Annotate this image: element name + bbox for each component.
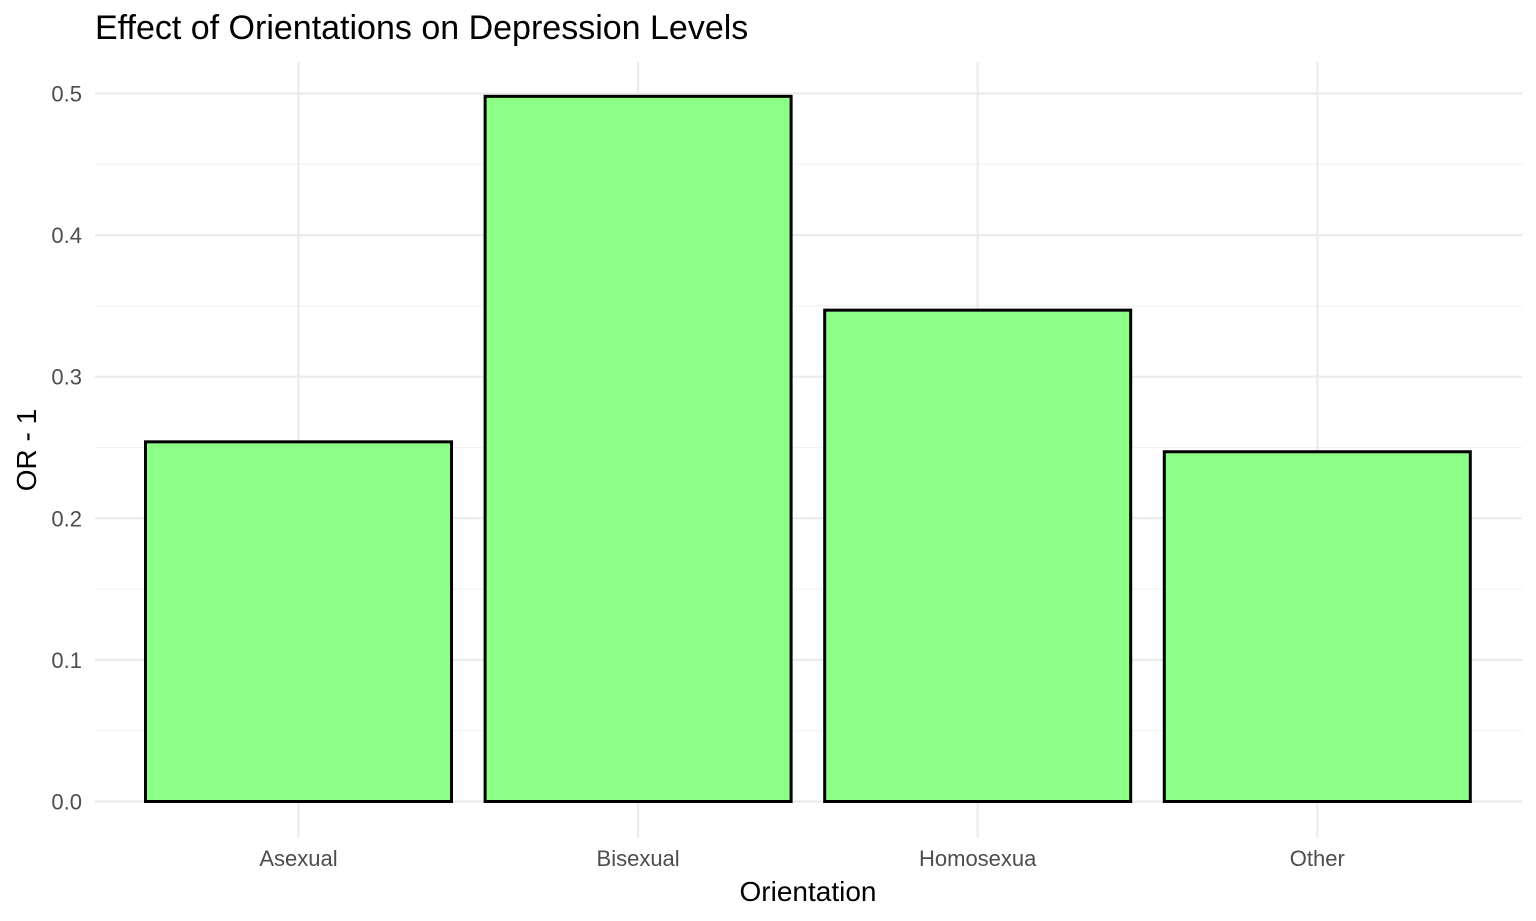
y-tick-label: 0.2 bbox=[51, 506, 82, 531]
y-axis-title: OR - 1 bbox=[11, 409, 42, 491]
y-tick-label: 0.3 bbox=[51, 365, 82, 390]
y-tick-label: 0.5 bbox=[51, 82, 82, 107]
chart-title: Effect of Orientations on Depression Lev… bbox=[95, 9, 748, 47]
x-tick-label: Bisexual bbox=[597, 846, 680, 871]
x-axis-title: Orientation bbox=[740, 876, 877, 907]
y-tick-label: 0.0 bbox=[51, 790, 82, 815]
x-axis-ticks: Asexual Bisexual Homosexua Other bbox=[259, 846, 1344, 871]
y-axis-ticks: 0.0 0.1 0.2 0.3 0.4 0.5 bbox=[51, 82, 82, 815]
bar-asexual bbox=[144, 440, 453, 803]
bars bbox=[144, 94, 1472, 804]
bar-bisexual bbox=[483, 94, 793, 804]
bar-other bbox=[1162, 450, 1472, 803]
x-tick-label: Other bbox=[1290, 846, 1345, 871]
y-tick-label: 0.4 bbox=[51, 223, 82, 248]
x-tick-label: Homosexua bbox=[919, 846, 1037, 871]
y-tick-label: 0.1 bbox=[51, 648, 82, 673]
bar-homosexua bbox=[823, 308, 1133, 803]
x-tick-label: Asexual bbox=[259, 846, 337, 871]
